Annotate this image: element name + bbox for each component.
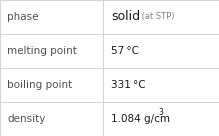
Text: melting point: melting point [7,46,77,56]
Text: solid: solid [111,10,140,24]
Text: 57 °C: 57 °C [111,46,139,56]
Text: 331 °C: 331 °C [111,80,146,90]
Text: density: density [7,114,45,124]
Text: (at STP): (at STP) [139,13,175,21]
Text: 1.084 g/cm: 1.084 g/cm [111,114,170,124]
Text: 3: 3 [158,108,163,117]
Text: phase: phase [7,12,39,22]
Text: boiling point: boiling point [7,80,72,90]
